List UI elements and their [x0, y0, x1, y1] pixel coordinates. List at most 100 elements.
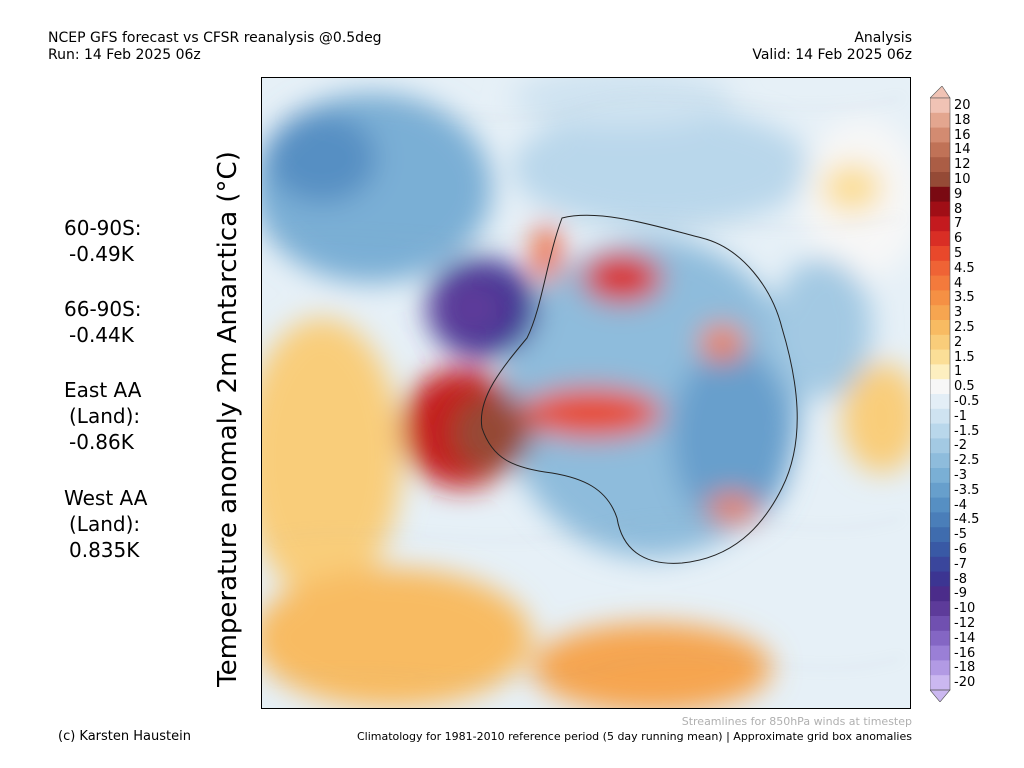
stat-label: East AA: [64, 378, 142, 402]
colorbar-label: -5: [954, 527, 967, 543]
colorbar-label: 1: [954, 364, 963, 380]
colorbar-swatch: [930, 601, 950, 617]
copyright: (c) Karsten Haustein: [58, 729, 191, 744]
climatology-note: Climatology for 1981-2010 reference peri…: [356, 730, 912, 743]
colorbar-label: -2.5: [954, 453, 980, 469]
colorbar-swatch: [930, 556, 950, 572]
colorbar-swatch: [930, 201, 950, 217]
colorbar-label: 7: [954, 216, 963, 232]
stat-label: West AA: [64, 486, 148, 510]
colorbar-label: 8: [954, 201, 963, 217]
header-right: Analysis Valid: 14 Feb 2025 06z: [752, 30, 912, 64]
colorbar-swatch: [930, 186, 950, 202]
colorbar-label: -3: [954, 467, 967, 483]
colorbar-swatch: [930, 231, 950, 247]
colorbar-swatch: [930, 364, 950, 380]
colorbar-swatch: [930, 423, 950, 439]
colorbar-swatch: [930, 586, 950, 602]
colorbar-label: 4.5: [954, 260, 975, 276]
colorbar-swatch: [930, 512, 950, 528]
stat-sub: (Land):: [69, 512, 141, 536]
stat-label: 66-90S:: [64, 297, 142, 321]
vertical-title: Temperature anomaly 2m Antarctica (°C): [213, 151, 243, 687]
colorbar-label: -2: [954, 438, 967, 454]
colorbar-swatch: [930, 497, 950, 513]
colorbar-swatch: [930, 630, 950, 646]
colorbar-swatch: [930, 571, 950, 587]
map-title: NCEP GFS forecast vs CFSR reanalysis @0.…: [48, 30, 382, 46]
colorbar-label: 3.5: [954, 290, 975, 306]
colorbar-swatch: [930, 675, 950, 691]
colorbar-label: 12: [954, 157, 971, 173]
stat-value: -0.86K: [69, 430, 134, 454]
colorbar-swatch: [930, 246, 950, 262]
colorbar-label: 4: [954, 275, 963, 291]
anomaly-field: [262, 78, 910, 708]
stat-value: 0.835K: [69, 538, 140, 562]
colorbar-swatch: [930, 349, 950, 365]
colorbar-swatch: [930, 438, 950, 454]
colorbar-swatch: [930, 127, 950, 143]
colorbar-swatch: [930, 542, 950, 558]
antarctica-coastline: [480, 214, 798, 564]
colorbar-swatch: [930, 468, 950, 484]
stat-66-90s: 66-90S: -0.44K: [64, 296, 142, 348]
colorbar-label: -20: [954, 675, 976, 691]
colorbar-label: 20: [954, 97, 971, 113]
stat-60-90s: 60-90S: -0.49K: [64, 215, 142, 267]
colorbar-label: 5: [954, 245, 963, 261]
colorbar-label: 3: [954, 305, 963, 321]
colorbar-swatch: [930, 216, 950, 232]
colorbar-label: 2.5: [954, 319, 975, 335]
colorbar-label: -6: [954, 541, 967, 557]
colorbar-swatch: [930, 394, 950, 410]
colorbar-label: -18: [954, 660, 976, 676]
colorbar-swatch: [930, 320, 950, 336]
stat-west-aa: West AA (Land): 0.835K: [64, 485, 147, 563]
stat-value: -0.44K: [69, 323, 134, 347]
colorbar-swatch: [930, 157, 950, 173]
header-left: NCEP GFS forecast vs CFSR reanalysis @0.…: [48, 30, 382, 64]
colorbar-swatch: [930, 142, 950, 158]
colorbar-label: -1: [954, 408, 967, 424]
colorbar-label: 14: [954, 142, 971, 158]
colorbar-swatch: [930, 290, 950, 306]
colorbar-label: 16: [954, 127, 971, 143]
colorbar-label: -4: [954, 497, 967, 513]
colorbar-label: -8: [954, 571, 967, 587]
colorbar-swatch: [930, 453, 950, 469]
colorbar-swatch: [930, 660, 950, 676]
colorbar-label: 18: [954, 112, 971, 128]
colorbar-label: -12: [954, 615, 976, 631]
colorbar-label: 9: [954, 186, 963, 202]
run-time: Run: 14 Feb 2025 06z: [48, 47, 201, 63]
colorbar-swatch: [930, 408, 950, 424]
colorbar-label: -4.5: [954, 512, 980, 528]
colorbar-label: -16: [954, 645, 976, 661]
colorbar-swatch: [930, 98, 950, 114]
colorbar-label: -14: [954, 630, 976, 646]
colorbar-swatch: [930, 112, 950, 128]
stat-sub: (Land):: [69, 404, 141, 428]
colorbar-swatch: [930, 379, 950, 395]
colorbar-top-arrow: [930, 86, 951, 99]
colorbar-bottom-arrow: [930, 689, 951, 702]
analysis-type: Analysis: [854, 30, 912, 46]
streamline-texture: [271, 97, 903, 680]
stat-value: -0.49K: [69, 242, 134, 266]
colorbar-label: -3.5: [954, 482, 980, 498]
colorbar-label: -7: [954, 556, 967, 572]
colorbar-label: -1.5: [954, 423, 980, 439]
colorbar-label: -9: [954, 586, 967, 602]
colorbar-label: -10: [954, 601, 976, 617]
colorbar-swatch: [930, 482, 950, 498]
stat-label: 60-90S:: [64, 216, 142, 240]
colorbar-swatch: [930, 616, 950, 632]
anomaly-map: [261, 77, 911, 709]
colorbar-swatch: [930, 275, 950, 291]
streamlines-note: Streamlines for 850hPa winds at timestep: [681, 715, 912, 728]
colorbar-label: 2: [954, 334, 963, 350]
colorbar-label: 6: [954, 231, 963, 247]
colorbar: [930, 86, 951, 702]
valid-time: Valid: 14 Feb 2025 06z: [752, 47, 912, 63]
